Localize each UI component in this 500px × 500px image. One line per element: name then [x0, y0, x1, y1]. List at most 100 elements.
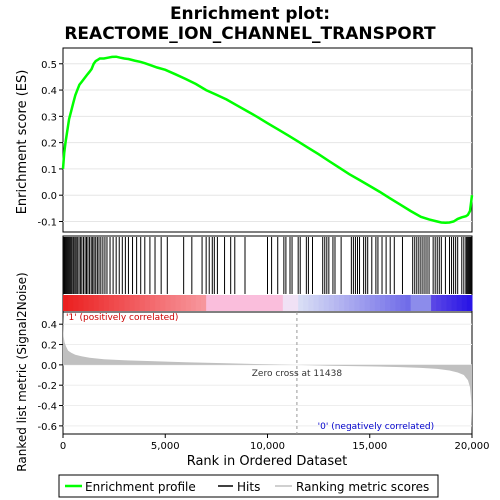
- color-bar-segment: [155, 295, 161, 311]
- color-bar-segment: [369, 295, 376, 311]
- hit-marks: [62, 237, 472, 294]
- color-bar-segment: [262, 295, 268, 311]
- legend-frame: [58, 474, 439, 498]
- color-bar-segment: [144, 295, 151, 311]
- color-bar-segment: [318, 295, 325, 311]
- color-bar-segment: [134, 295, 141, 311]
- zero-cross-label: Zero cross at 11438: [252, 369, 343, 379]
- hits-panel: [62, 235, 473, 313]
- es-y-tick-label: 0.4: [41, 86, 57, 97]
- color-bar-segment: [129, 295, 136, 311]
- color-bar-segment: [405, 295, 412, 311]
- color-bar-segment: [390, 295, 396, 311]
- color-bar-segment: [119, 295, 125, 311]
- es-y-tick-label: -0.1: [37, 217, 57, 228]
- color-bar-segment: [451, 295, 458, 311]
- es-gridlines: [63, 63, 472, 222]
- color-bar-segment: [293, 295, 299, 311]
- chart-title-line1: Enrichment plot:: [170, 4, 330, 24]
- color-bar-segment: [287, 295, 294, 311]
- metric-y-tick-label: 0.2: [41, 341, 57, 352]
- color-bar-segment: [400, 295, 407, 311]
- es-y-tick-label: 0.1: [41, 165, 57, 176]
- metric-y-tick-label: 0.0: [41, 361, 57, 372]
- color-bar-segment: [149, 295, 156, 311]
- color-bar-segment: [114, 295, 120, 311]
- color-bar-segment: [303, 295, 309, 311]
- negative-correlation-label: '0' (negatively correlated): [318, 422, 434, 432]
- x-tick-label: 15,000: [352, 441, 387, 452]
- color-bar-segment: [385, 295, 391, 311]
- color-bar-segment: [206, 295, 212, 311]
- color-bar-segment: [349, 295, 355, 311]
- color-bar-segment: [323, 295, 330, 311]
- color-bar-segment: [226, 295, 233, 311]
- color-bar-segment: [257, 295, 263, 311]
- color-bar-segment: [195, 295, 202, 311]
- color-bar-segment: [241, 295, 248, 311]
- color-bar-segment: [267, 295, 274, 311]
- color-bar-segment: [93, 295, 100, 311]
- x-tick-label: 0: [60, 441, 66, 452]
- color-bar-segment: [221, 295, 228, 311]
- color-bar-segment: [83, 295, 90, 311]
- color-bar-segment: [298, 295, 304, 311]
- color-bar-segment: [88, 295, 95, 311]
- color-bar-segment: [252, 295, 258, 311]
- x-tick-label: 5,000: [151, 441, 180, 452]
- color-bar-segment: [180, 295, 187, 311]
- color-bar-segment: [68, 295, 74, 311]
- color-bar-segment: [446, 295, 453, 311]
- color-bar-segment: [78, 295, 84, 311]
- color-bar-segment: [339, 295, 345, 311]
- color-bar-segment: [410, 295, 417, 311]
- color-bar-segment: [425, 295, 432, 311]
- x-tick-label: 10,000: [250, 441, 285, 452]
- color-bar-segment: [190, 295, 197, 311]
- chart-title-line2: REACTOME_ION_CHANNEL_TRANSPORT: [64, 24, 436, 44]
- es-panel-frame: [62, 47, 473, 233]
- color-bar-segment: [313, 295, 320, 311]
- color-bar-segment: [359, 295, 366, 311]
- color-bar-segment: [328, 295, 335, 311]
- metric-y-tick-label: 0.4: [41, 320, 57, 331]
- x-tick-label: 20,000: [455, 441, 490, 452]
- color-bar-segment: [431, 295, 437, 311]
- color-bar-segment: [160, 295, 166, 311]
- metric-y-tick-label: -0.6: [37, 422, 57, 433]
- color-bar-segment: [109, 295, 115, 311]
- color-bar-segment: [441, 295, 447, 311]
- color-bar-segment: [354, 295, 361, 311]
- color-bar-segment: [175, 295, 182, 311]
- color-bar-segment: [216, 295, 222, 311]
- color-bar-segment: [374, 295, 381, 311]
- color-bar-segment: [185, 295, 192, 311]
- es-y-tick-label: 0.5: [41, 60, 57, 71]
- legend-metric-label: Ranking metric scores: [296, 480, 429, 494]
- es-panel: -0.1 0.0 0.1 0.2 0.3 0.4 0.5 Enrichment score …: [15, 47, 474, 233]
- color-bar-segment: [379, 295, 386, 311]
- color-bar-segment: [236, 295, 243, 311]
- color-bar-segment: [282, 295, 289, 311]
- color-bar-segment: [165, 295, 171, 311]
- color-bar-segment: [436, 295, 442, 311]
- es-y-tick-label: 0.0: [41, 191, 57, 202]
- color-bar-segment: [98, 295, 105, 311]
- color-bar-segment: [63, 295, 69, 311]
- metric-y-ticks: -0.6 -0.4 -0.2 0.0 0.2 0.4: [37, 320, 63, 433]
- es-y-ticks: -0.1 0.0 0.1 0.2 0.3 0.4 0.5: [37, 60, 63, 228]
- color-bar-segment: [139, 295, 146, 311]
- color-bar-segment: [395, 295, 401, 311]
- positive-correlation-label: '1' (positively correlated): [66, 313, 178, 323]
- color-bar-segment: [124, 295, 130, 311]
- color-bar-segment: [308, 295, 315, 311]
- legend-hits-label: Hits: [237, 480, 260, 494]
- x-axis-label: Rank in Ordered Dataset: [187, 454, 348, 469]
- color-bar-segment: [272, 295, 279, 311]
- color-bar-segment: [415, 295, 422, 311]
- color-bar-segment: [461, 295, 468, 311]
- color-bar-segment: [344, 295, 350, 311]
- es-y-axis-label: Enrichment score (ES): [15, 70, 30, 215]
- color-bar-segment: [247, 295, 253, 311]
